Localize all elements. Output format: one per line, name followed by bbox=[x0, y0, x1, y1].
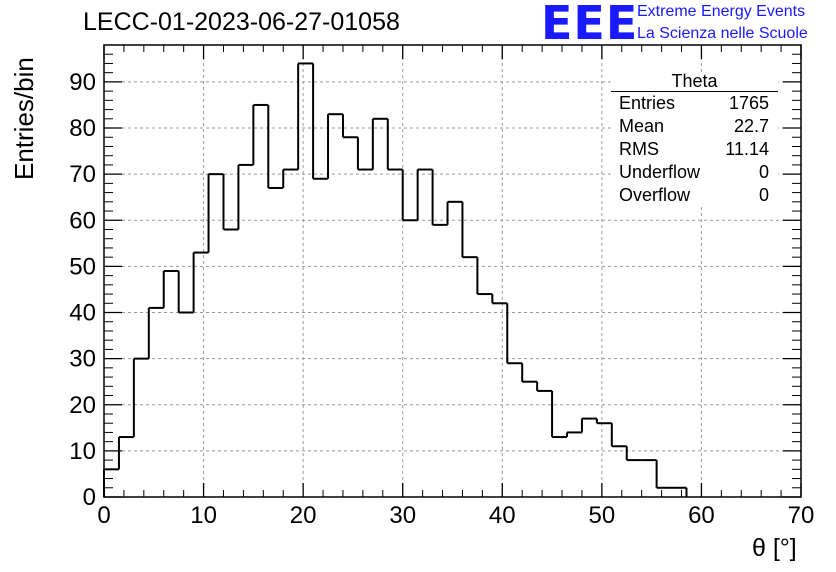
y-tick-label: 10 bbox=[69, 438, 96, 465]
statistics-box: Theta Entries 1765 Mean 22.7 RMS 11.14 U… bbox=[611, 72, 778, 207]
logo-tagline-1: Extreme Energy Events bbox=[637, 3, 806, 20]
y-axis-label: Entries/bin bbox=[9, 57, 39, 180]
stats-value: 0 bbox=[758, 162, 769, 182]
y-tick-label: 90 bbox=[69, 69, 96, 96]
y-tick-label: 20 bbox=[69, 392, 96, 419]
stats-row-mean: Mean 22.7 bbox=[611, 115, 778, 138]
stats-row-overflow: Overflow 0 bbox=[611, 184, 778, 207]
y-tick-label: 40 bbox=[69, 300, 96, 327]
stats-row-underflow: Underflow 0 bbox=[611, 161, 778, 184]
logo-tagline-2: La Scienza nelle Scuole bbox=[637, 25, 808, 42]
stats-value: 1765 bbox=[728, 93, 769, 113]
x-tick-label: 40 bbox=[489, 502, 516, 529]
stats-title: Theta bbox=[611, 72, 778, 92]
stats-label: Underflow bbox=[619, 162, 701, 182]
y-tick-label: 30 bbox=[69, 346, 96, 373]
stats-value: 11.14 bbox=[725, 139, 769, 159]
stats-label: Overflow bbox=[619, 185, 691, 205]
x-axis-label: θ [°] bbox=[752, 534, 797, 562]
x-tick-label: 30 bbox=[389, 502, 416, 529]
x-tick-label: 70 bbox=[788, 502, 815, 529]
stats-label: Mean bbox=[619, 116, 665, 136]
y-tick-label: 80 bbox=[69, 115, 96, 142]
x-tick-label: 0 bbox=[97, 502, 110, 529]
y-tick-label: 60 bbox=[69, 207, 96, 234]
y-tick-label: 50 bbox=[69, 253, 96, 280]
stats-row-rms: RMS 11.14 bbox=[611, 138, 778, 161]
histogram-series bbox=[103, 62, 688, 497]
axis-ticks bbox=[103, 44, 802, 498]
x-tick-label: 60 bbox=[688, 502, 715, 529]
x-tick-label: 10 bbox=[190, 502, 217, 529]
tick-labels: 0 10 20 30 40 50 60 70 0 10 20 30 40 50 60 70 80 90 bbox=[69, 69, 814, 529]
y-tick-label: 70 bbox=[69, 161, 96, 188]
y-tick-label: 0 bbox=[83, 484, 96, 511]
stats-value: 22.7 bbox=[733, 116, 769, 136]
chart-title: LECC-01-2023-06-27-01058 bbox=[83, 8, 400, 36]
eee-logo: EEE bbox=[541, 0, 639, 50]
x-tick-label: 50 bbox=[589, 502, 616, 529]
plot-frame bbox=[103, 44, 802, 498]
stats-label: RMS bbox=[619, 139, 659, 159]
stats-value: 0 bbox=[758, 185, 769, 205]
stats-row-entries: Entries 1765 bbox=[611, 92, 778, 115]
x-tick-label: 20 bbox=[290, 502, 317, 529]
stats-label: Entries bbox=[619, 93, 676, 113]
